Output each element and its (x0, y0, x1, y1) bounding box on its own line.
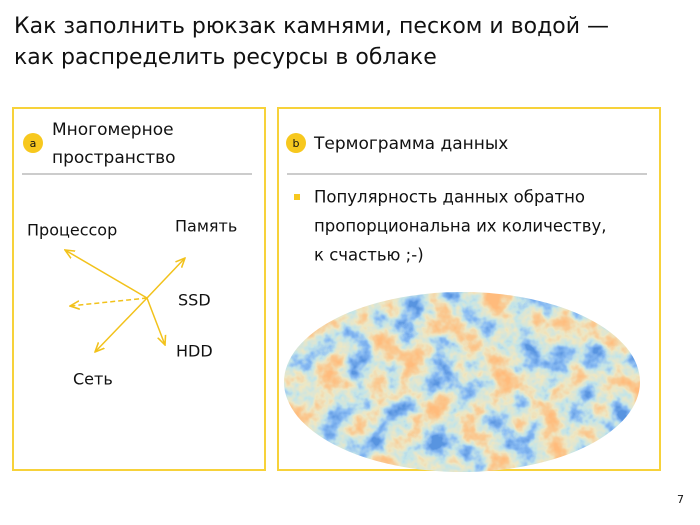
bullet-text: к счастью ;-) (314, 246, 424, 265)
panel-title: пространство (52, 148, 176, 168)
title-line: как распределить ресурсы в облаке (14, 45, 437, 70)
title-line: Как заполнить рюкзак камнями, песком и в… (14, 14, 609, 39)
axis-label: HDD (176, 342, 213, 361)
axis-label: SSD (178, 291, 211, 310)
badge-label: b (293, 137, 300, 150)
badge-label: a (30, 137, 37, 150)
page-number: 7 (677, 493, 684, 506)
bullet (294, 194, 300, 200)
axis-label: Память (175, 217, 237, 236)
panel-border (12, 107, 266, 471)
axis-label: Сеть (73, 370, 113, 389)
bullet-text: Популярность данных обратно (314, 188, 585, 207)
panel-title: Термограмма данных (313, 134, 508, 154)
badge (286, 133, 306, 153)
panel-title: Многомерное (52, 120, 174, 140)
thermogram-image (284, 292, 640, 472)
vector-diagram (65, 250, 185, 352)
badge (23, 133, 43, 153)
bullet-text: пропорциональна их количеству, (314, 217, 606, 236)
thermogram (284, 292, 640, 472)
axis-label: Процессор (27, 221, 117, 240)
